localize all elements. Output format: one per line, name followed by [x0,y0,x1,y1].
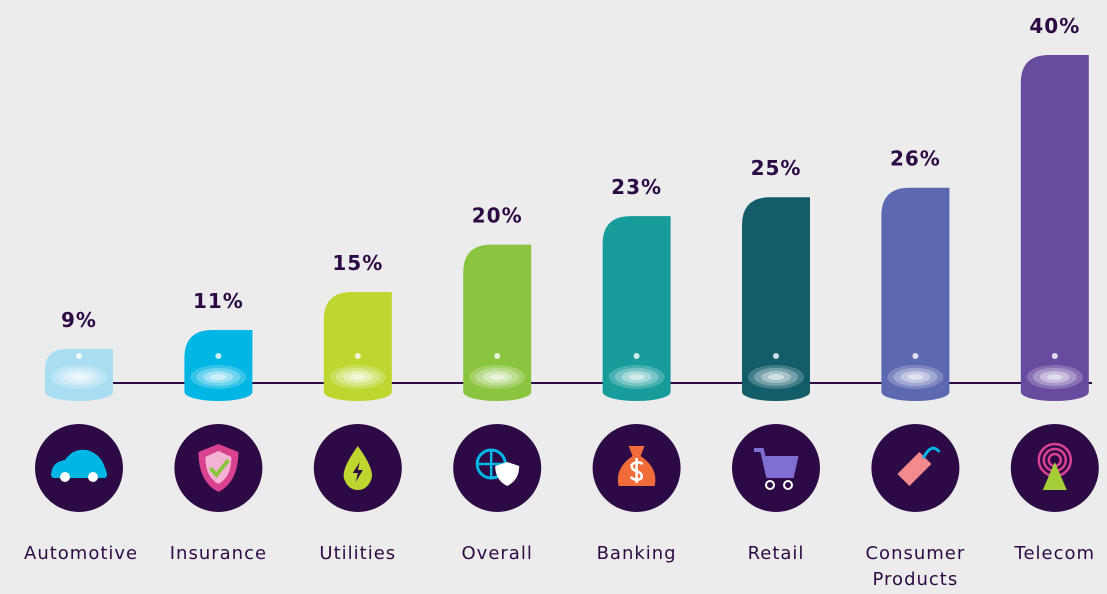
icon [51,449,107,482]
glow [190,365,247,389]
glow [1046,374,1063,380]
glow-dot [215,353,222,359]
glow-dot [76,353,82,359]
glow [748,365,804,389]
category-label: Overall [461,543,533,564]
value-label: 11% [193,289,244,313]
bar [742,197,810,401]
icon [1037,442,1073,490]
icon [897,452,932,486]
glow [614,368,659,386]
icon [343,446,373,490]
value-label: 26% [890,147,941,171]
icon [60,472,70,482]
glow [210,374,227,380]
value-label: 23% [611,175,662,199]
glow [628,374,645,380]
icon [1042,462,1067,490]
glow [887,365,944,389]
glow [489,374,506,380]
value-label: 9% [61,308,97,332]
bar [323,292,392,401]
icon [51,449,107,478]
icon [495,462,520,486]
category-label: Automotive [24,543,139,564]
glow-dot [912,353,919,359]
bar [45,348,113,401]
icon [477,450,506,478]
glow [1026,365,1083,389]
glow [900,371,931,383]
glow [349,374,366,380]
glow [71,374,87,380]
category-label: Utilities [319,543,397,564]
icon [783,480,793,490]
icon [352,462,363,482]
glow-dot [773,353,779,359]
glow [57,368,101,386]
category-label: Consumer Products [865,543,966,590]
value-label: 15% [332,251,383,275]
bar [602,216,671,401]
bar [184,329,253,401]
value-label: 20% [472,204,523,228]
glow [51,365,107,389]
icon [922,446,941,459]
glow [1032,368,1077,386]
icon [754,448,799,490]
glow-dot [354,353,361,359]
icon [765,480,775,490]
icon [475,448,520,486]
glow [335,368,380,386]
icon [208,458,230,479]
glow [475,368,520,386]
glow [342,371,373,383]
glow [907,374,924,380]
icon [205,451,232,484]
icon [765,460,794,474]
icon [897,446,941,486]
glow [329,365,386,389]
icon [629,458,644,483]
category-label: Banking [596,543,677,564]
icon [88,472,98,482]
category-label: Telecom [1014,543,1096,564]
bar [463,244,532,401]
glow [1039,371,1070,383]
glow [608,365,665,389]
category-label: Insurance [169,543,268,564]
glow-dot [1051,353,1058,359]
glow [768,374,784,380]
glow [469,365,526,389]
glow [761,371,791,383]
icon [754,448,799,478]
glow [64,371,94,383]
glow [754,368,798,386]
bar [1020,54,1089,401]
value-label: 25% [751,156,802,180]
category-label: Retail [747,543,805,564]
icon [617,446,656,486]
icon [198,444,239,492]
glow-dot [494,353,501,359]
glow [203,371,234,383]
glow [196,368,241,386]
glow [893,368,938,386]
value-label: 40% [1029,14,1080,38]
glow [621,371,652,383]
glow [482,371,513,383]
glow-dot [633,353,640,359]
bar [881,187,950,401]
